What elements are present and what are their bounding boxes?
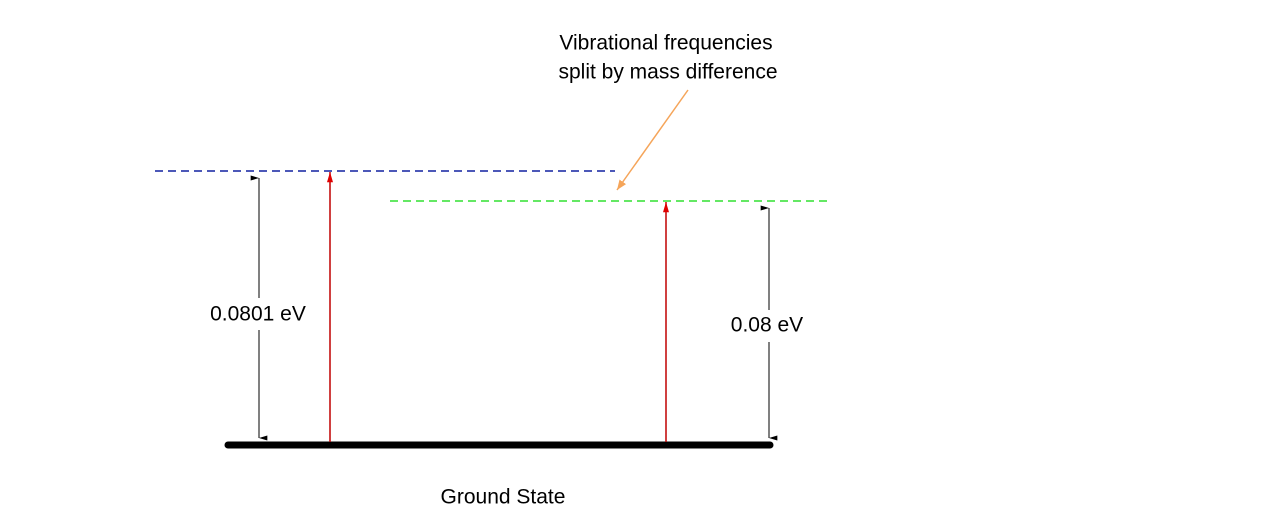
level-label: 0.08 eV [731, 314, 803, 337]
annotation-arrow [616, 89, 689, 191]
annotation-line: split by mass difference [558, 61, 777, 84]
ground-state-label: Ground State [441, 486, 566, 509]
level-label: 0.0801 eV [210, 303, 306, 326]
annotation-line: Vibrational frequencies [559, 32, 772, 55]
label-background [195, 298, 323, 330]
label-background [720, 310, 816, 342]
